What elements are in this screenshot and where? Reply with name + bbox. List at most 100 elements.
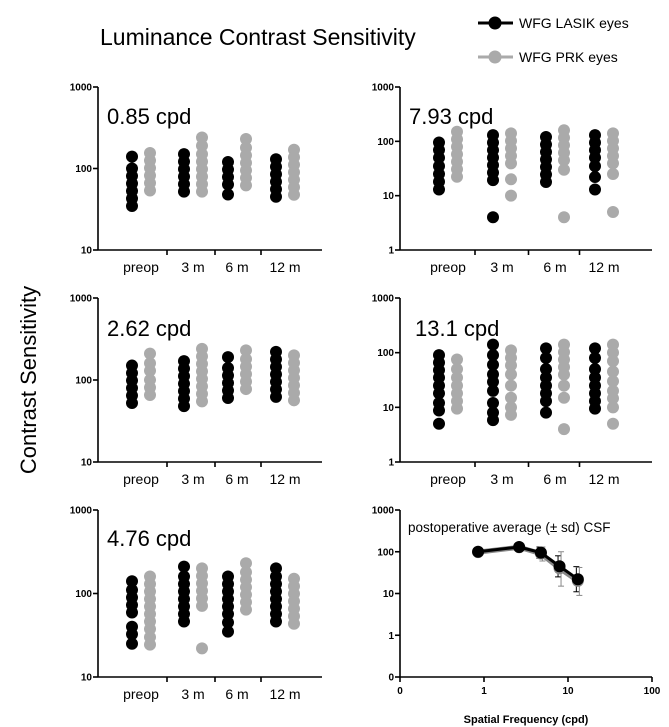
point-prk: [505, 391, 517, 404]
y-tick-label: 1000: [372, 294, 395, 305]
point-lasik: [589, 363, 601, 376]
category-label: 6 m: [543, 259, 566, 275]
panel-title: 4.76 cpd: [107, 526, 191, 551]
point-prk: [607, 355, 619, 368]
y-tick-label: 1000: [372, 83, 395, 94]
x-axis-label: Spatial Frequency (cpd): [464, 714, 589, 726]
y-tick-label: 10: [81, 246, 93, 257]
point-lasik: [126, 150, 138, 163]
point-prk: [505, 368, 517, 381]
point-prk: [505, 157, 517, 170]
point-prk: [505, 189, 517, 202]
point-prk: [607, 157, 619, 170]
point-lasik: [126, 606, 138, 619]
point-lasik: [270, 190, 282, 203]
point-prk: [240, 179, 252, 192]
point-lasik: [487, 358, 499, 371]
point-prk: [505, 408, 517, 421]
category-label: 6 m: [225, 259, 248, 275]
point-lasik: [540, 342, 552, 355]
y-tick-label: 1: [388, 246, 394, 257]
point-lasik: [589, 171, 601, 184]
point-lasik: [540, 395, 552, 408]
category-label: 12 m: [588, 471, 619, 487]
point-prk: [607, 392, 619, 405]
point-prk: [144, 347, 156, 360]
category-label: 3 m: [181, 471, 204, 487]
point-prk: [196, 599, 208, 612]
panel-title: 0.85 cpd: [107, 104, 191, 129]
category-label: 12 m: [588, 259, 619, 275]
point-prk: [558, 379, 570, 392]
point-lasik: [553, 560, 566, 573]
point-lasik: [222, 616, 234, 629]
point-prk: [144, 638, 156, 651]
point-prk: [196, 185, 208, 198]
point-lasik: [178, 400, 190, 413]
point-lasik: [270, 390, 282, 403]
point-prk: [607, 375, 619, 388]
category-label: 3 m: [490, 259, 513, 275]
point-lasik: [540, 351, 552, 364]
point-prk: [451, 353, 463, 366]
point-lasik: [126, 628, 138, 641]
point-prk: [196, 131, 208, 144]
x-tick-label: 0: [397, 686, 403, 697]
point-prk: [144, 389, 156, 401]
point-prk: [607, 346, 619, 359]
point-prk: [558, 163, 570, 176]
point-prk: [607, 417, 619, 430]
legend-label-prk: WFG PRK eyes: [519, 49, 618, 65]
point-prk: [288, 617, 300, 630]
point-lasik: [222, 625, 234, 638]
point-prk: [144, 364, 156, 377]
y-tick-label: 100: [377, 547, 394, 558]
y-tick-label: 1000: [70, 294, 93, 305]
panel-4: 1 10 100 1000 13.1 cpd preop 3 m 6 m 12 m: [372, 294, 652, 487]
point-prk: [240, 557, 252, 570]
point-lasik: [540, 406, 552, 419]
legend-label-lasik: WFG LASIK eyes: [519, 15, 629, 31]
category-label: 12 m: [269, 686, 300, 702]
point-prk: [607, 206, 619, 219]
point-prk: [558, 423, 570, 436]
point-lasik: [433, 387, 445, 400]
point-lasik: [513, 540, 526, 553]
y-tick-label: 10: [383, 403, 395, 414]
point-lasik: [487, 174, 499, 187]
x-tick-label: 1: [481, 686, 487, 697]
point-lasik: [589, 351, 601, 364]
point-prk: [196, 642, 208, 655]
point-prk: [558, 368, 570, 381]
point-prk: [607, 401, 619, 414]
category-label: 3 m: [490, 471, 513, 487]
category-label: preop: [430, 471, 466, 487]
panel-3: 10 100 1000 2.62 cpd preop 3 m 6 m 12 m: [70, 294, 322, 487]
point-prk: [288, 394, 300, 407]
point-lasik: [178, 560, 190, 573]
point-prk: [505, 173, 517, 186]
point-lasik: [534, 546, 547, 559]
figure-title: Luminance Contrast Sensitivity: [100, 24, 416, 50]
point-lasik: [487, 349, 499, 362]
legend: WFG LASIK eyes WFG PRK eyes: [478, 15, 629, 65]
point-lasik: [222, 188, 234, 201]
y-tick-label: 10: [81, 458, 93, 469]
point-lasik: [589, 151, 601, 164]
category-label: preop: [123, 259, 159, 275]
point-lasik: [589, 342, 601, 355]
point-prk: [558, 211, 570, 224]
point-lasik: [540, 363, 552, 376]
point-lasik: [433, 183, 445, 196]
category-label: 6 m: [225, 471, 248, 487]
y-tick-label: 10: [81, 673, 93, 684]
point-lasik: [126, 397, 138, 410]
point-lasik: [487, 414, 499, 427]
point-lasik: [487, 397, 499, 410]
point-prk: [451, 363, 463, 376]
category-label: 12 m: [269, 471, 300, 487]
point-prk: [558, 391, 570, 404]
point-lasik: [270, 615, 282, 628]
y-tick-label: 100: [377, 137, 394, 148]
